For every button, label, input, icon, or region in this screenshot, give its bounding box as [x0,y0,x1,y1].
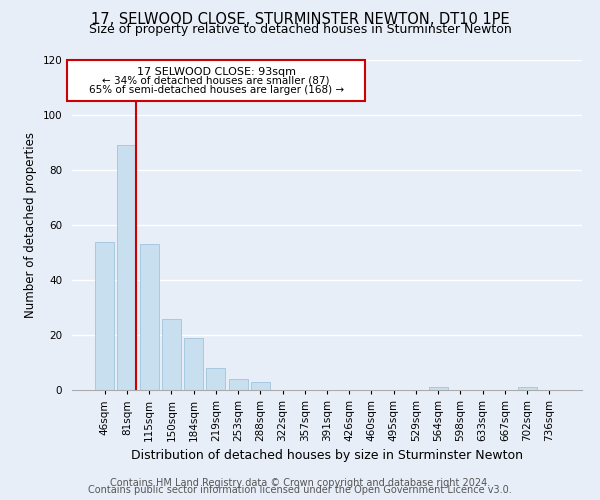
Bar [118,145,136,390]
FancyBboxPatch shape [67,60,365,101]
X-axis label: Distribution of detached houses by size in Sturminster Newton: Distribution of detached houses by size … [131,450,523,462]
Bar [429,387,448,390]
Bar [251,382,270,390]
Bar [206,368,225,390]
Text: 17 SELWOOD CLOSE: 93sqm: 17 SELWOOD CLOSE: 93sqm [137,66,296,76]
Text: 17, SELWOOD CLOSE, STURMINSTER NEWTON, DT10 1PE: 17, SELWOOD CLOSE, STURMINSTER NEWTON, D… [91,12,509,28]
Text: Contains public sector information licensed under the Open Government Licence v3: Contains public sector information licen… [88,485,512,495]
Text: ← 34% of detached houses are smaller (87): ← 34% of detached houses are smaller (87… [103,76,330,86]
Bar [229,379,248,390]
Text: Contains HM Land Registry data © Crown copyright and database right 2024.: Contains HM Land Registry data © Crown c… [110,478,490,488]
Text: Size of property relative to detached houses in Sturminster Newton: Size of property relative to detached ho… [89,22,511,36]
Bar [140,244,158,390]
Bar [162,318,181,390]
Bar [95,242,114,390]
Text: 65% of semi-detached houses are larger (168) →: 65% of semi-detached houses are larger (… [89,84,344,95]
Y-axis label: Number of detached properties: Number of detached properties [24,132,37,318]
Bar [184,338,203,390]
Bar [518,387,536,390]
